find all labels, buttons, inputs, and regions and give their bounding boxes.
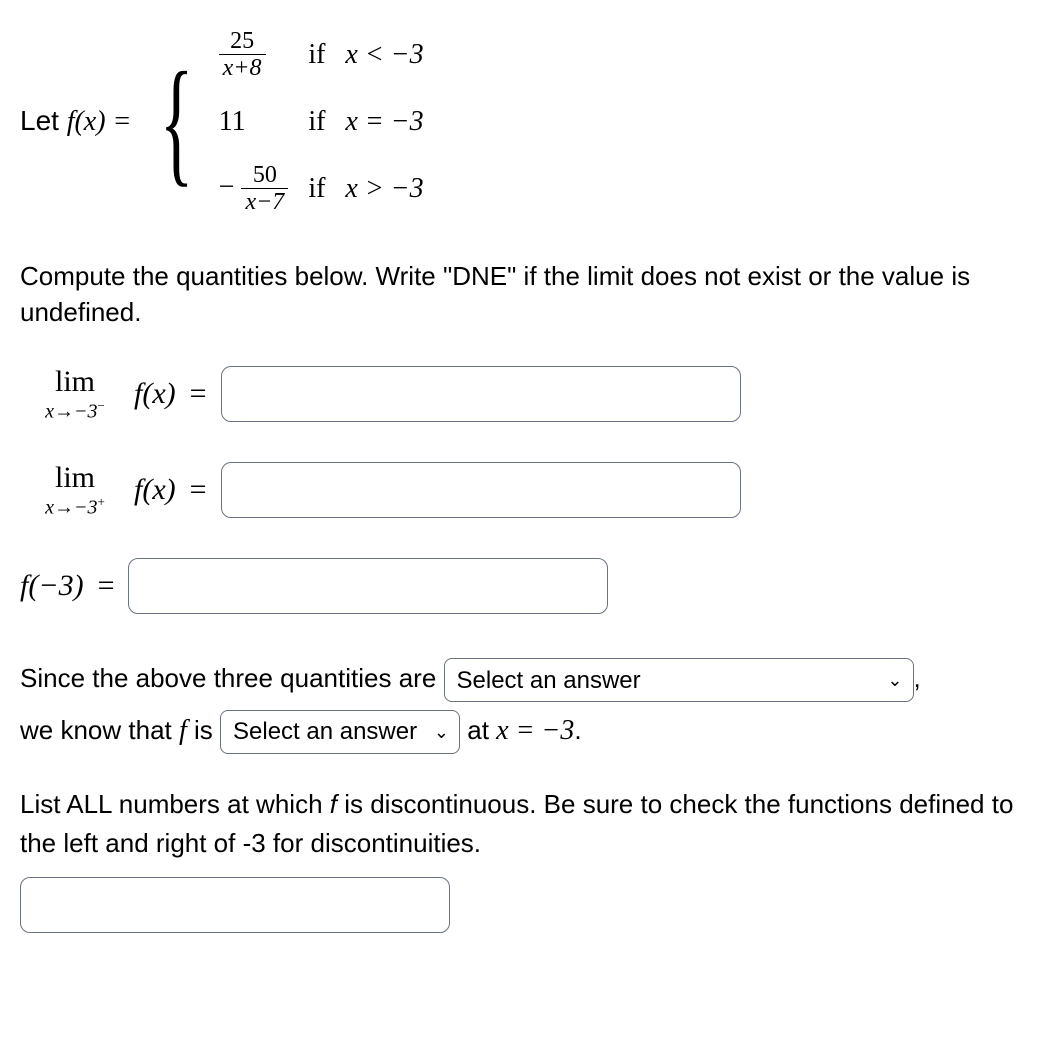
limit-symbol: lim x→−3+ xyxy=(20,463,130,518)
limit-symbol: lim x→−3− xyxy=(20,367,130,422)
chevron-down-icon: ⌄ xyxy=(887,663,902,697)
function-definition: Let f(x) = { 25 x+8 if x < −3 11 if x = … xyxy=(20,16,1031,228)
select-placeholder: Select an answer xyxy=(233,709,417,755)
fx-label: f(x) xyxy=(134,473,176,507)
fraction: 25 x+8 xyxy=(219,28,266,82)
piecewise-cases: 25 x+8 if x < −3 11 if x = −3 − 50 x−7 xyxy=(219,16,444,228)
case-row: − 50 x−7 if x > −3 xyxy=(219,150,444,228)
let-label: Let f(x) = xyxy=(20,105,131,138)
limit-right-input[interactable] xyxy=(221,462,741,518)
discontinuities-input[interactable] xyxy=(20,877,450,933)
limit-right-row: lim x→−3+ f(x) = xyxy=(20,462,1031,518)
equals-sign: = xyxy=(190,377,207,411)
equals-sign: = xyxy=(190,473,207,507)
quantities-relation-select[interactable]: Select an answer ⌄ xyxy=(444,658,914,702)
brace-icon: { xyxy=(160,66,194,178)
instructions-text: Compute the quantities below. Write "DNE… xyxy=(20,258,1031,331)
discontinuity-instructions: List ALL numbers at which f is discontin… xyxy=(20,785,1031,863)
function-value-input[interactable] xyxy=(128,558,608,614)
case-row: 25 x+8 if x < −3 xyxy=(219,16,444,94)
equals-sign: = xyxy=(98,569,115,603)
conclusion-text: Since the above three quantities are Sel… xyxy=(20,654,1031,757)
function-value-row: f(−3) = xyxy=(20,558,1031,614)
fx-label: f(x) xyxy=(134,377,176,411)
limit-left-input[interactable] xyxy=(221,366,741,422)
f-at-minus3-label: f(−3) xyxy=(20,569,84,603)
fraction: 50 x−7 xyxy=(241,162,288,216)
select-placeholder: Select an answer xyxy=(457,658,641,704)
chevron-down-icon: ⌄ xyxy=(434,715,449,749)
limit-left-row: lim x→−3− f(x) = xyxy=(20,366,1031,422)
case-row: 11 if x = −3 xyxy=(219,94,444,150)
continuity-select[interactable]: Select an answer ⌄ xyxy=(220,710,460,754)
